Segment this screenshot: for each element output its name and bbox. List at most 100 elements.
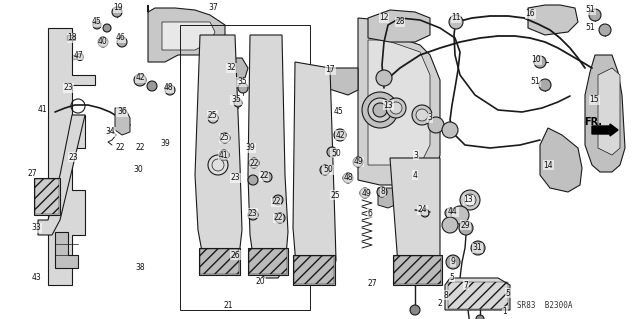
Text: 25: 25 bbox=[330, 190, 340, 199]
Circle shape bbox=[442, 217, 458, 233]
Circle shape bbox=[117, 37, 127, 47]
Text: SR83  B2300A: SR83 B2300A bbox=[517, 300, 573, 309]
Circle shape bbox=[248, 175, 258, 185]
Bar bbox=[200, 249, 239, 274]
Text: 6: 6 bbox=[367, 209, 372, 218]
Text: 13: 13 bbox=[383, 100, 393, 109]
Text: 23: 23 bbox=[68, 152, 78, 161]
Polygon shape bbox=[48, 28, 95, 285]
Circle shape bbox=[134, 74, 146, 86]
Circle shape bbox=[471, 241, 485, 255]
Circle shape bbox=[362, 92, 398, 128]
Bar bbox=[180, 25, 310, 310]
Polygon shape bbox=[445, 278, 510, 310]
Polygon shape bbox=[199, 248, 240, 275]
Text: 37: 37 bbox=[208, 4, 218, 12]
Circle shape bbox=[464, 194, 476, 206]
Circle shape bbox=[262, 172, 272, 182]
Text: 15: 15 bbox=[589, 95, 599, 105]
Circle shape bbox=[589, 9, 601, 21]
Polygon shape bbox=[368, 10, 430, 42]
Text: 35: 35 bbox=[231, 95, 241, 105]
Text: 18: 18 bbox=[67, 33, 77, 42]
Text: 51: 51 bbox=[585, 5, 595, 14]
Text: FR.: FR. bbox=[584, 117, 602, 127]
Polygon shape bbox=[390, 158, 440, 285]
Text: 39: 39 bbox=[160, 138, 170, 147]
Circle shape bbox=[390, 102, 402, 114]
Text: 45: 45 bbox=[92, 18, 102, 26]
Text: 22: 22 bbox=[135, 144, 145, 152]
Text: 39: 39 bbox=[245, 144, 255, 152]
Polygon shape bbox=[393, 255, 442, 285]
Circle shape bbox=[442, 122, 458, 138]
Polygon shape bbox=[293, 62, 336, 285]
Text: 4: 4 bbox=[413, 170, 417, 180]
Text: 47: 47 bbox=[74, 50, 84, 60]
Polygon shape bbox=[115, 108, 130, 135]
Text: 26: 26 bbox=[230, 250, 240, 259]
Polygon shape bbox=[148, 5, 225, 62]
Text: 48: 48 bbox=[343, 174, 353, 182]
Circle shape bbox=[445, 208, 455, 218]
Text: 2: 2 bbox=[438, 299, 442, 308]
Text: 44: 44 bbox=[448, 207, 458, 217]
Text: 22: 22 bbox=[271, 197, 281, 206]
Text: 5: 5 bbox=[449, 272, 454, 281]
Text: 13: 13 bbox=[463, 196, 473, 204]
Text: 45: 45 bbox=[333, 108, 343, 116]
Text: 34: 34 bbox=[105, 128, 115, 137]
Circle shape bbox=[249, 158, 259, 168]
Text: 46: 46 bbox=[115, 33, 125, 42]
Bar bbox=[67, 35, 75, 40]
Text: 23: 23 bbox=[247, 209, 257, 218]
Polygon shape bbox=[225, 58, 248, 80]
Circle shape bbox=[234, 99, 242, 107]
Text: 42: 42 bbox=[335, 130, 345, 139]
Text: 9: 9 bbox=[451, 257, 456, 266]
Polygon shape bbox=[528, 5, 578, 35]
Circle shape bbox=[147, 81, 157, 91]
Circle shape bbox=[208, 155, 228, 175]
Text: 42: 42 bbox=[135, 73, 145, 83]
Text: 27: 27 bbox=[27, 168, 37, 177]
Text: 22: 22 bbox=[115, 144, 125, 152]
Polygon shape bbox=[38, 115, 85, 235]
Polygon shape bbox=[585, 55, 625, 172]
Text: 23: 23 bbox=[63, 84, 73, 93]
Circle shape bbox=[449, 15, 463, 29]
Text: 25: 25 bbox=[219, 133, 229, 143]
Text: 36: 36 bbox=[117, 108, 127, 116]
Text: 51: 51 bbox=[530, 78, 540, 86]
Circle shape bbox=[103, 24, 111, 32]
Text: 50: 50 bbox=[323, 166, 333, 174]
Text: 48: 48 bbox=[163, 84, 173, 93]
Text: 10: 10 bbox=[531, 56, 541, 64]
Text: 50: 50 bbox=[331, 149, 341, 158]
FancyArrow shape bbox=[592, 124, 618, 136]
Bar bbox=[394, 256, 441, 284]
Text: 12: 12 bbox=[380, 13, 388, 23]
Text: 25: 25 bbox=[207, 110, 217, 120]
Text: 31: 31 bbox=[472, 243, 482, 253]
Text: 16: 16 bbox=[525, 10, 535, 19]
Text: 33: 33 bbox=[31, 224, 41, 233]
Circle shape bbox=[208, 113, 218, 123]
Bar bbox=[35, 179, 59, 214]
Bar bbox=[448, 282, 508, 309]
Text: 41: 41 bbox=[37, 106, 47, 115]
Text: 24: 24 bbox=[417, 205, 427, 214]
Circle shape bbox=[451, 206, 469, 224]
Circle shape bbox=[360, 188, 370, 198]
Text: 22: 22 bbox=[273, 213, 283, 222]
Text: 40: 40 bbox=[98, 38, 108, 47]
Text: 22: 22 bbox=[259, 172, 269, 181]
Circle shape bbox=[327, 147, 337, 157]
Circle shape bbox=[368, 98, 392, 122]
Text: 22: 22 bbox=[249, 159, 259, 167]
Circle shape bbox=[248, 210, 258, 220]
Circle shape bbox=[220, 133, 230, 143]
Text: 35: 35 bbox=[237, 78, 247, 86]
Circle shape bbox=[165, 85, 175, 95]
Polygon shape bbox=[248, 35, 288, 278]
